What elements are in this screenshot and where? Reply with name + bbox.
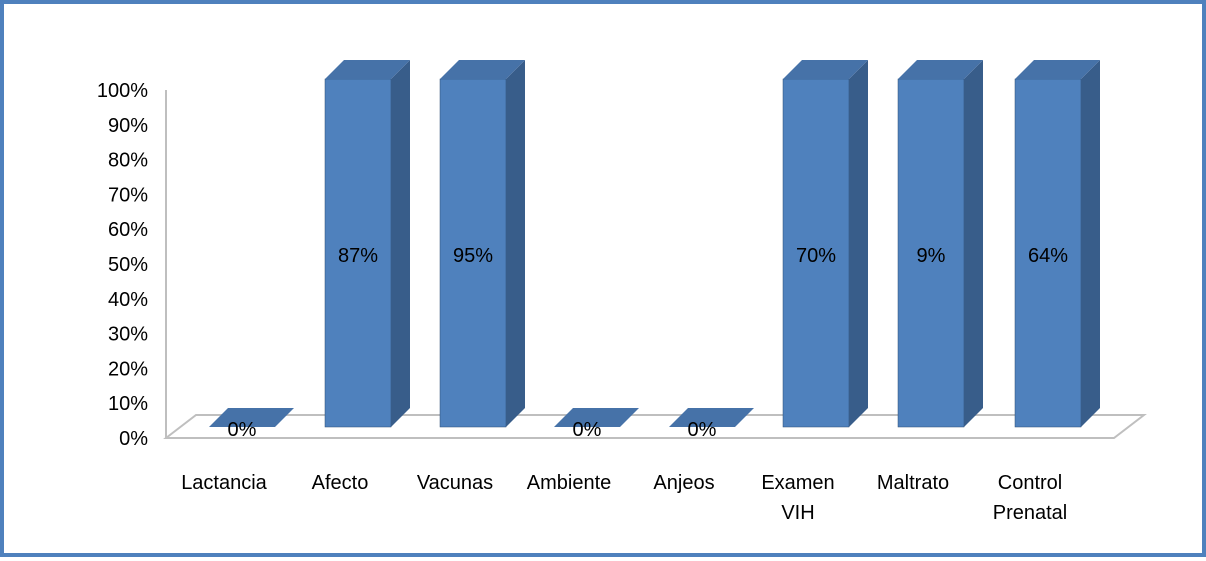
category-label: Anjeos xyxy=(653,472,714,494)
bar-front xyxy=(897,78,965,428)
data-label: 0% xyxy=(688,419,717,441)
data-label: 95% xyxy=(453,245,493,267)
chart-floor xyxy=(163,414,1147,439)
bar-top xyxy=(898,60,983,79)
data-label: 70% xyxy=(796,245,836,267)
y-tick-label: 20% xyxy=(108,358,148,380)
y-tick-label: 0% xyxy=(119,428,148,450)
bar xyxy=(554,408,639,427)
bar-side xyxy=(1081,60,1100,427)
category-label: VIH xyxy=(781,502,814,524)
bar xyxy=(324,60,410,428)
category-label: Maltrato xyxy=(877,472,949,494)
bar-flat xyxy=(554,408,639,427)
bar-side xyxy=(849,60,868,427)
bar-flat xyxy=(669,408,754,427)
data-label: 0% xyxy=(573,419,602,441)
y-tick-label: 60% xyxy=(108,219,148,241)
bar-top xyxy=(783,60,868,79)
category-label: Vacunas xyxy=(417,472,493,494)
y-tick-label: 50% xyxy=(108,254,148,276)
category-label: Ambiente xyxy=(527,472,612,494)
bar-flat xyxy=(209,408,294,427)
data-label: 87% xyxy=(338,245,378,267)
y-tick-label: 100% xyxy=(97,80,148,102)
bar xyxy=(439,60,525,428)
bar-front xyxy=(324,78,392,428)
bar xyxy=(209,408,294,427)
bar xyxy=(782,60,868,428)
bar-top xyxy=(1015,60,1100,79)
y-tick-label: 10% xyxy=(108,393,148,415)
bar-top xyxy=(325,60,410,79)
bar-side xyxy=(964,60,983,427)
category-label: Lactancia xyxy=(181,472,267,494)
data-label: 9% xyxy=(917,245,946,267)
y-tick-label: 80% xyxy=(108,150,148,172)
category-label: Prenatal xyxy=(993,502,1068,524)
category-label: Examen xyxy=(761,472,834,494)
bar-side xyxy=(391,60,410,427)
bar-chart: 0% 10% 20% 30% 40% 50% 60% 70% 80% 90% 100% 0% Lacta… xyxy=(97,60,1147,524)
bar-side xyxy=(506,60,525,427)
category-label: Afecto xyxy=(312,472,369,494)
y-tick-label: 70% xyxy=(108,184,148,206)
bar-front xyxy=(1014,78,1082,428)
bar xyxy=(669,408,754,427)
bar xyxy=(1014,60,1100,428)
category-label: Control xyxy=(998,472,1062,494)
bar-top xyxy=(440,60,525,79)
y-tick-label: 30% xyxy=(108,324,148,346)
data-label: 0% xyxy=(228,419,257,441)
bar xyxy=(897,60,983,428)
y-tick-label: 90% xyxy=(108,115,148,137)
data-label: 64% xyxy=(1028,245,1068,267)
y-tick-label: 40% xyxy=(108,289,148,311)
